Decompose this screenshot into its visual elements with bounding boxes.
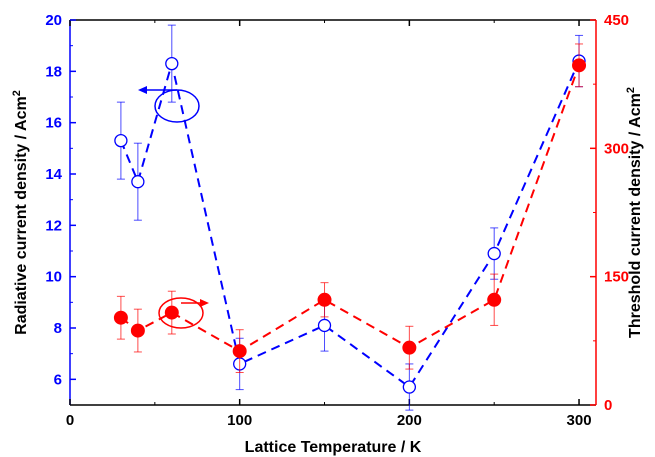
left-y-tick-label: 8	[54, 320, 62, 337]
series-1-point	[402, 380, 417, 394]
series-2-point	[487, 292, 502, 307]
red-series-marker-ellipse	[158, 297, 204, 329]
left-y-axis-title-sup: 2	[11, 90, 23, 96]
x-tick-label: 100	[227, 412, 252, 429]
x-tick-label: 0	[66, 412, 74, 429]
series-2-point	[317, 292, 332, 307]
series-2-point	[113, 310, 128, 325]
right-y-tick-label: 450	[604, 12, 629, 29]
series-2-line	[120, 64, 580, 353]
left-y-tick-label: 6	[54, 371, 62, 388]
series-1-point	[487, 246, 501, 261]
series-1-point	[165, 56, 179, 71]
x-tick-label: 200	[397, 412, 422, 429]
right-y-axis-title: Threshold current density / Acm2	[625, 87, 644, 338]
series-1-line	[119, 60, 580, 389]
series-1-point	[317, 318, 332, 333]
series-2-point	[572, 58, 587, 73]
x-axis-title: Lattice Temperature / K	[245, 439, 422, 456]
right-y-axis-title-sup: 2	[625, 87, 637, 93]
left-y-tick-label: 10	[45, 269, 62, 286]
left-y-tick-label: 18	[45, 63, 62, 80]
left-y-tick-label: 12	[45, 217, 62, 234]
series-1-point	[114, 133, 128, 148]
left-y-tick-label: 14	[45, 166, 62, 183]
right-y-tick-label: 300	[604, 140, 629, 157]
right-axis-arrow-head	[200, 299, 209, 307]
left-y-tick-label: 16	[45, 115, 62, 132]
x-tick-label: 300	[567, 412, 592, 429]
series-2-point	[130, 323, 145, 338]
right-y-tick-label: 150	[604, 269, 629, 286]
left-axis-arrow-head	[138, 86, 147, 94]
series-2-point	[232, 344, 247, 359]
right-y-tick-label: 0	[604, 397, 612, 414]
blue-series-marker-ellipse	[154, 89, 200, 123]
series-2-point	[402, 340, 417, 355]
left-y-tick-label: 20	[45, 12, 62, 29]
right-y-axis-title-text: Threshold current density / Acm	[627, 93, 644, 338]
left-y-axis-title: Radiative current density / Acm2	[11, 90, 30, 335]
series-2-point	[164, 305, 179, 320]
series-1-point	[131, 175, 145, 189]
left-y-axis-title-text: Radiative current density / Acm	[13, 96, 30, 335]
